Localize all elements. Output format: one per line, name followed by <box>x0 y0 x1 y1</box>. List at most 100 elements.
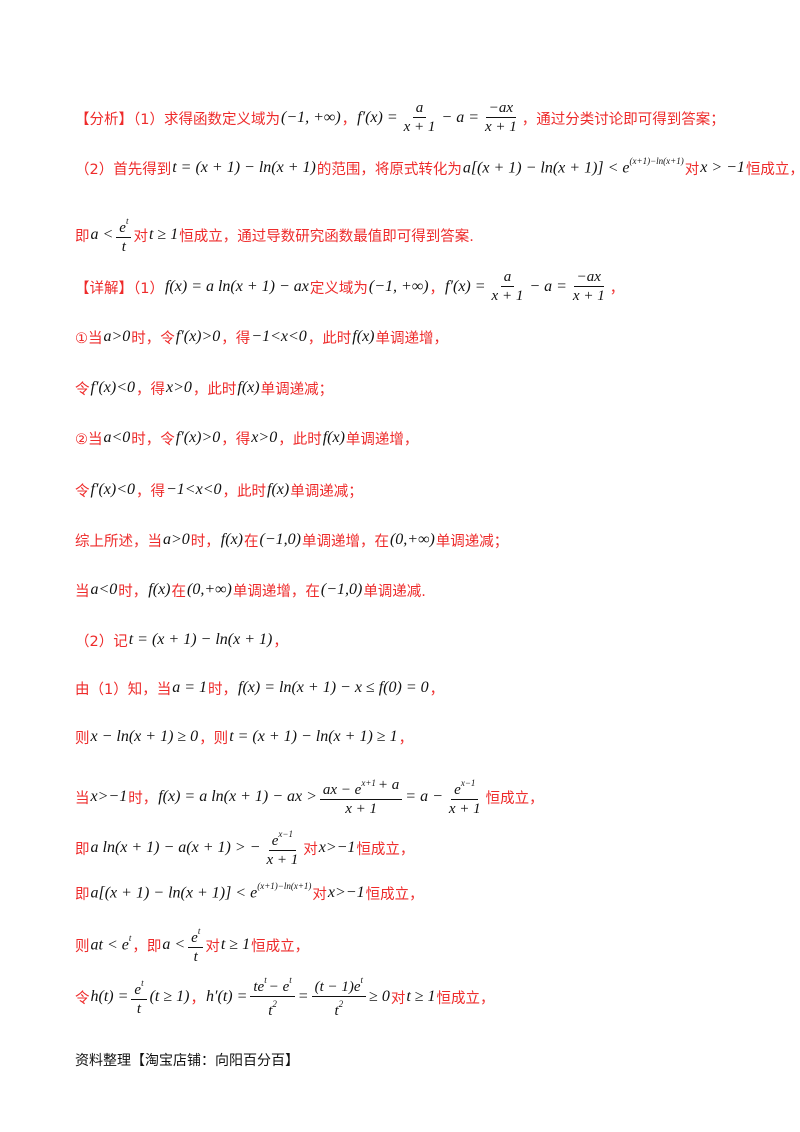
text-run: ， <box>429 681 445 698</box>
math-text: f(x) <box>148 581 171 598</box>
math-text: + a <box>377 776 400 793</box>
solution-line: ①当 a>0 时，令 f′(x)>0 ，得 −1<x<0 ，此时 f(x) 单调递增， <box>75 312 448 362</box>
math-superscript: t <box>128 933 132 944</box>
math-text: a<0 <box>90 581 118 598</box>
math-text: −ax <box>576 269 601 285</box>
math-expression: a>0 <box>162 531 191 549</box>
text-run: ，得 <box>221 330 251 347</box>
solution-line: 【分析】（1）求得函数定义域为 (−1, +∞)， f′(x) = a x + 1 − a… <box>75 93 725 143</box>
fraction: ex−1 x + 1 <box>263 828 301 869</box>
math-expression: x + 1 <box>572 287 606 305</box>
math-text: (−1,0) <box>259 531 301 548</box>
text-run: ②当 <box>75 431 103 448</box>
fraction-numerator: a <box>500 269 515 287</box>
text-run: 恒成立， <box>365 886 424 903</box>
math-text: f′(x) = <box>357 109 398 126</box>
math-text: a <box>415 100 424 116</box>
math-expression: −1<x<0 <box>250 328 308 346</box>
fraction: −ax x + 1 <box>570 269 608 305</box>
math-text: x + 1 <box>345 800 377 817</box>
math-expression: a<0 <box>90 581 119 599</box>
text-run: 单调递增， <box>345 431 419 448</box>
text-run: 【分析】（1）求得函数定义域为 <box>75 111 280 128</box>
text-run: ，此时 <box>192 381 237 398</box>
math-expression: f(x) <box>351 328 375 346</box>
text-run: 恒成立， <box>745 161 800 178</box>
math-text: x + 1 <box>448 800 481 817</box>
text-run: 对 <box>133 228 148 245</box>
text-run: 单调递增，在 <box>232 583 320 600</box>
solution-line: 当 x>−1 时， f(x) = a ln(x + 1) − ax > ax − ex+… <box>75 772 544 822</box>
math-text: −1<x<0 <box>166 481 222 498</box>
math-text: a < <box>90 226 114 243</box>
text-run: 单调递减； <box>260 381 334 398</box>
text-run: 则 <box>75 730 90 747</box>
text-run: 对 <box>390 990 406 1007</box>
math-expression: f′(x)<0 <box>90 379 137 397</box>
math-expression: t2 <box>267 997 278 1020</box>
math-expression: (−1, +∞) <box>280 109 342 127</box>
fraction: tet − et t2 <box>250 974 295 1020</box>
math-text: a < <box>162 936 186 953</box>
fraction: (t − 1)et t 2 <box>311 974 367 1020</box>
text-run: 即 <box>75 886 90 903</box>
math-expression: a ln(x + 1) − a(x + 1) > − <box>90 839 262 857</box>
math-expression: a>0 <box>103 328 132 346</box>
math-expression: t ≥ 1 <box>405 988 436 1006</box>
fraction-denominator: t <box>191 948 201 966</box>
math-expression: (t − 1)et <box>314 974 364 996</box>
math-text: = a − <box>405 788 443 805</box>
math-text: t = (x + 1) − ln(x + 1) <box>128 631 273 648</box>
math-text: ax − e <box>322 781 362 798</box>
math-text: at < e <box>90 936 129 954</box>
text-run: 时，令 <box>131 431 175 448</box>
math-expression: a<0 <box>103 429 132 447</box>
math-text: t ≥ 1 <box>148 226 179 243</box>
math-text: t ≥ 1 <box>220 936 251 953</box>
math-text: x + 1 <box>403 119 436 135</box>
math-text: (0,+∞) <box>389 531 435 548</box>
math-text: t ≥ 1 <box>406 988 436 1005</box>
fraction-denominator: t2 <box>265 997 280 1020</box>
text-run: 恒成立， <box>251 938 310 955</box>
text-run: ，通过分类讨论即可得到答案； <box>521 111 725 128</box>
math-expression: (t ≥ 1) <box>149 988 191 1006</box>
text-run: 定义域为 <box>309 280 368 297</box>
math-text: t = (x + 1) − ln(x + 1) <box>172 159 316 176</box>
solution-line: 【详解】（1） f(x) = a ln(x + 1) − ax 定义域为 (−1, +… <box>75 262 624 312</box>
math-superscript: 2 <box>338 999 344 1009</box>
text-run: （2）记 <box>75 633 128 650</box>
math-expression: t <box>193 948 199 966</box>
text-run: 时， <box>118 583 148 600</box>
text-run: 单调递减； <box>290 483 363 500</box>
math-superscript: x+1 <box>361 777 376 788</box>
math-superscript: t <box>125 215 129 226</box>
math-expression: x>0 <box>165 379 193 397</box>
solution-line: 当 a<0 时， f(x) 在 (0,+∞) 单调递增，在 (−1,0) 单调递减. <box>75 565 426 615</box>
math-expression: et <box>118 215 129 237</box>
math-superscript: t <box>360 975 364 985</box>
fraction: a x + 1 <box>401 100 439 136</box>
text-run: （2）首先得到 <box>75 161 172 178</box>
math-expression: ax − ex+1 <box>322 777 377 799</box>
text-run: ， <box>341 111 357 128</box>
math-superscript: x−1 <box>278 828 293 839</box>
math-expression: = a − <box>404 788 444 806</box>
math-text: x>0 <box>251 429 278 446</box>
math-expression: a[(x + 1) − ln(x + 1)] < e(x+1)−ln(x+1) <box>90 881 313 902</box>
math-text: te <box>253 979 265 995</box>
fraction-numerator: tet − et <box>250 974 295 997</box>
math-text: a<0 <box>103 429 131 446</box>
math-expression: −ax <box>488 100 514 117</box>
text-run: 单调递减. <box>363 583 426 600</box>
math-expression: t ≥ 1 <box>220 936 251 954</box>
fraction-denominator: x + 1 <box>446 800 484 818</box>
text-run: 单调递增， <box>375 330 449 347</box>
fraction: −ax x + 1 <box>482 100 520 136</box>
text-run: ， <box>609 280 625 297</box>
text-run: 综上所述，当 <box>75 533 162 550</box>
math-expression: t <box>121 238 127 256</box>
solution-line: ②当 a<0 时，令 f′(x)>0 ，得 x>0 ，此时 f(x) 单调递增， <box>75 413 418 463</box>
